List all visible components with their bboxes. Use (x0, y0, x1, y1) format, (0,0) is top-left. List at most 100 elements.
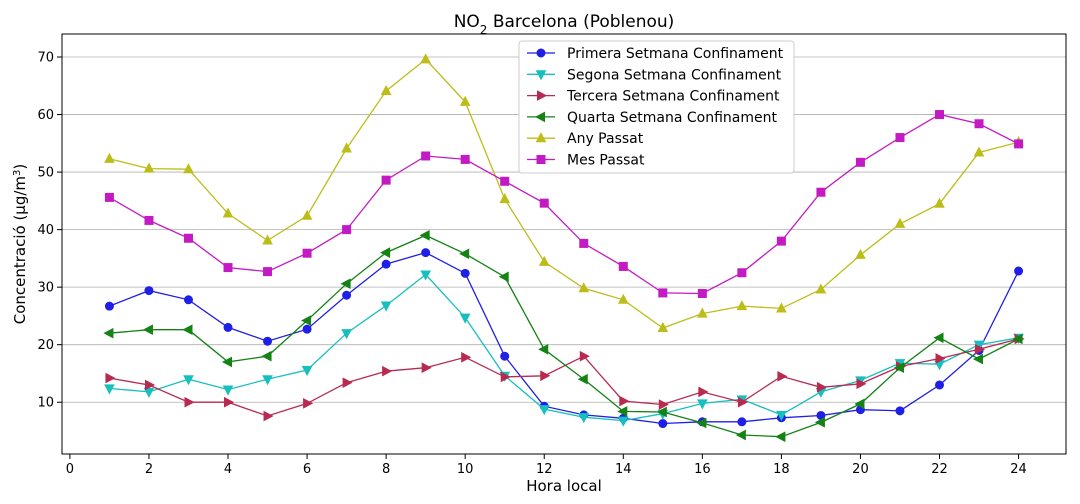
series-2-point-18 (776, 410, 787, 421)
series-5-point-13 (578, 282, 590, 293)
y-axis-label: Concentració (µg/m3) (11, 164, 29, 325)
legend-label-4: Quarta Setmana Confinament (567, 110, 777, 126)
series-6-point-18 (776, 236, 786, 246)
series-4-point-16 (696, 417, 707, 429)
series-3-point-23 (975, 343, 986, 355)
legend-swatch-marker-4 (534, 111, 545, 123)
series-5-point-7 (341, 142, 352, 153)
series-4-point-8 (380, 247, 391, 258)
series-4-point-15 (656, 406, 667, 418)
series-5-point-18 (776, 302, 787, 313)
series-5-line (109, 58, 1019, 329)
legend-swatch-marker-5 (535, 132, 547, 143)
series-5-point-21 (894, 217, 906, 228)
y-tick-label-20: 20 (37, 338, 54, 353)
series-6-point-15 (658, 288, 668, 298)
series-3-point-22 (935, 353, 946, 364)
series-6-point-21 (895, 133, 905, 143)
series-6-point-14 (618, 261, 628, 271)
x-tick-label-14: 14 (615, 462, 632, 477)
series-3-point-10 (461, 352, 472, 363)
series-5-point-10 (459, 95, 471, 106)
series-6-point-16 (697, 288, 707, 298)
series-5-point-19 (815, 283, 827, 294)
series-4-point-12 (538, 343, 549, 355)
series-2-point-2 (143, 387, 155, 398)
series-6-point-3 (183, 233, 193, 243)
x-tick-label-0: 0 (66, 462, 74, 477)
series-5-point-1 (104, 152, 115, 163)
series-1-point-6 (302, 324, 312, 334)
legend-label-6: Mes Passat (567, 153, 645, 169)
series-5-point-6 (301, 209, 313, 220)
series-2-line (109, 273, 1019, 422)
series-2-point-8 (380, 301, 392, 312)
legend-swatch-marker-2 (535, 70, 547, 81)
series-1-point-10 (460, 268, 470, 278)
series-6-point-4 (223, 263, 233, 273)
legend-item-3: Tercera Setmana Confinament (527, 89, 780, 105)
series-2-point-14 (617, 416, 629, 427)
series-3-point-17 (737, 396, 748, 408)
series-2-point-9 (420, 270, 431, 281)
y-tick-label-60: 60 (37, 108, 54, 123)
series-4-point-7 (340, 278, 351, 290)
series-6-line (109, 113, 1019, 295)
series-1-point-5 (263, 336, 273, 346)
series-4-point-5 (261, 350, 272, 362)
series-6-point-23 (974, 119, 984, 129)
legend-swatch-marker-3 (537, 90, 548, 101)
y-tick-label-70: 70 (37, 51, 54, 66)
series-3-point-8 (382, 365, 393, 377)
series-6-point-20 (855, 157, 865, 167)
series-3-point-1 (105, 372, 116, 384)
series-1-point-3 (183, 295, 193, 305)
plot-frame (61, 33, 1067, 455)
x-tick-label-24: 24 (1010, 462, 1027, 477)
legend: Primera Setmana Confinament Segona Setman… (518, 40, 795, 174)
series-4-point-18 (775, 431, 786, 443)
y-tick-label-30: 30 (37, 281, 54, 296)
series-3-point-19 (816, 381, 827, 393)
series-4-point-24 (1012, 333, 1023, 345)
series-4-point-17 (735, 429, 746, 441)
series-1-point-4 (223, 322, 233, 332)
series-5-point-16 (697, 307, 708, 318)
series-3-point-15 (658, 399, 669, 410)
legend-box (518, 40, 795, 174)
y-axis-ticks: 10 20 30 40 50 60 70 (37, 51, 62, 411)
series-5-point-17 (736, 300, 748, 311)
series-6-point-9 (421, 151, 431, 161)
series-4-point-11 (498, 271, 509, 283)
x-tick-label-22: 22 (931, 462, 948, 477)
series-2 (104, 270, 1024, 427)
series-1-point-24 (1014, 266, 1024, 276)
series-2-point-7 (341, 329, 352, 340)
x-tick-label-4: 4 (224, 462, 232, 477)
series-6-point-7 (342, 225, 352, 235)
series-3-point-4 (224, 396, 235, 408)
legend-items: Primera Setmana Confinament Segona Setman… (527, 46, 784, 169)
series-4-point-3 (182, 324, 193, 336)
chart-title: NO2 Barcelona (Poblenou) (454, 12, 675, 37)
legend-label-2: Segona Setmana Confinament (567, 67, 782, 83)
legend-item-1: Primera Setmana Confinament (527, 46, 784, 62)
series-6-point-12 (539, 198, 549, 208)
y-tick-label-40: 40 (37, 223, 54, 238)
series-5-point-8 (380, 84, 392, 95)
series-2-point-5 (262, 375, 273, 386)
series-4 (103, 230, 1023, 443)
series-1-point-2 (144, 286, 154, 296)
series-3-point-9 (421, 362, 432, 374)
series-4-point-1 (103, 327, 114, 339)
series-3-point-20 (856, 378, 867, 390)
series-3-point-3 (184, 396, 195, 408)
series-6 (104, 110, 1024, 298)
series-1-point-8 (381, 259, 391, 269)
series-layer (103, 53, 1025, 443)
series-3-point-12 (540, 370, 551, 382)
series-4-point-9 (419, 230, 430, 241)
series-1-point-9 (421, 248, 431, 258)
series-5-point-14 (617, 293, 629, 304)
